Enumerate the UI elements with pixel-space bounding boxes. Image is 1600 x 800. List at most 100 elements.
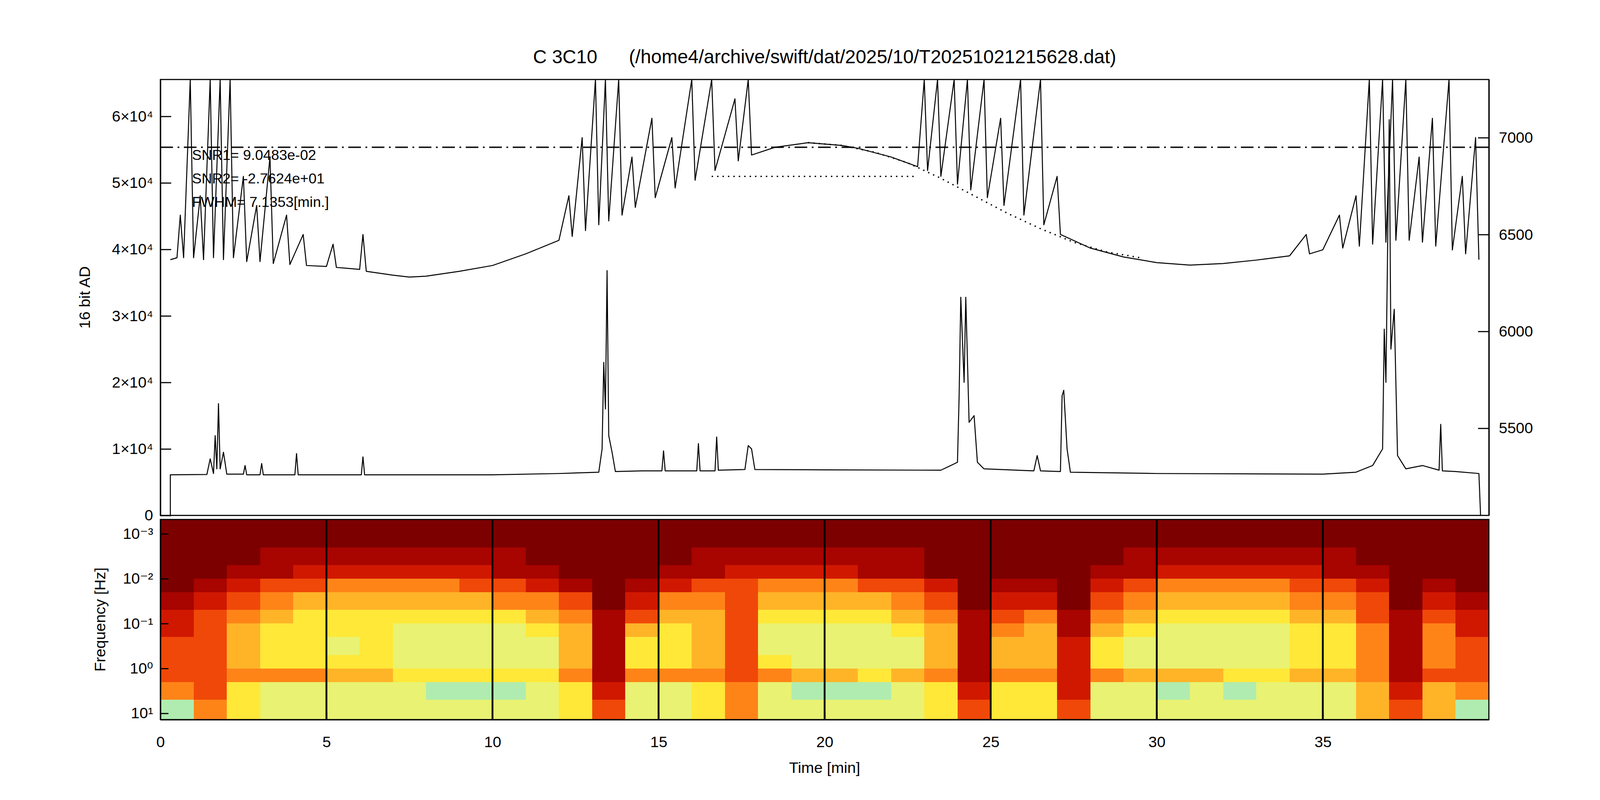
heatmap-cell (260, 533, 294, 548)
heatmap-cell (160, 547, 194, 566)
heatmap-cell (1256, 578, 1290, 593)
heatmap-cell (392, 578, 427, 593)
heatmap-cell (924, 519, 958, 534)
heatmap-cell (1057, 668, 1091, 683)
heatmap-cell (226, 609, 261, 624)
heatmap-cell (293, 682, 327, 701)
heatmap-cell (1024, 636, 1058, 655)
y2-axis-tick-label: 5500 (1498, 419, 1534, 437)
heatmap-cell (260, 592, 294, 611)
heatmap-cell (1090, 609, 1124, 624)
heatmap-cell (459, 636, 493, 655)
heatmap-cell (857, 668, 892, 683)
heatmap-cell (1189, 609, 1224, 624)
heatmap-cell (725, 578, 759, 593)
heatmap-cell (525, 547, 560, 566)
heatmap-cell (990, 699, 1025, 720)
heatmap-cell (392, 654, 427, 670)
heatmap-cell (425, 623, 460, 638)
heatmap-cell (824, 654, 859, 670)
heatmap-cell (160, 533, 194, 548)
heatmap-cell (990, 578, 1025, 593)
plot-area (160, 519, 1489, 720)
heatmap-cell (558, 592, 593, 611)
x-axis-tick: 35 (1314, 712, 1332, 751)
heatmap-cell (459, 609, 493, 624)
heatmap-cell (260, 623, 294, 638)
heatmap-cell (691, 592, 726, 611)
heatmap-cell (691, 654, 726, 670)
heatmap-cell (625, 654, 659, 670)
heatmap-cell (824, 623, 859, 638)
heatmap-cell (425, 699, 460, 720)
heatmap-cell (1455, 565, 1489, 580)
heatmap-cell (658, 636, 693, 655)
heatmap-cell (1422, 654, 1456, 670)
heatmap-cell (658, 654, 693, 670)
heatmap-cell (757, 592, 792, 611)
heatmap-cell (824, 699, 859, 720)
heatmap-cell (392, 668, 427, 683)
heatmap-cell (1455, 623, 1489, 638)
heatmap-cell (558, 668, 593, 683)
heatmap-cell (293, 578, 327, 593)
y-axis-tick-label: 0 (144, 506, 154, 524)
heatmap-cell (193, 668, 228, 683)
heatmap-cell (990, 668, 1025, 683)
heatmap-cell (525, 623, 560, 638)
heatmap-cell (492, 533, 526, 548)
heatmap-cell (525, 578, 560, 593)
heatmap-cell (924, 547, 958, 566)
heatmap-cell (326, 623, 361, 638)
heatmap-cell (824, 682, 859, 701)
heatmap-cell (160, 519, 194, 534)
heatmap-cell (1123, 578, 1157, 593)
heatmap-cell (824, 636, 859, 655)
heatmap-cell (1356, 654, 1390, 670)
heatmap-cell (857, 623, 892, 638)
heatmap-cell (1223, 578, 1257, 593)
heatmap-cell (1223, 699, 1257, 720)
heatmap-cell (924, 578, 958, 593)
heatmap-cell (1256, 547, 1290, 566)
chart-title: C 3C10 (/home4/archive/swift/dat/2025/10… (533, 46, 1117, 68)
heatmap-cell (1455, 578, 1489, 593)
heatmap-cell (824, 609, 859, 624)
heatmap-cell (691, 533, 726, 548)
heatmap-cell (1256, 519, 1290, 534)
heatmap-cell (326, 565, 361, 580)
y2-axis-tick-mark (1478, 137, 1489, 139)
heatmap-cell (691, 547, 726, 566)
heatmap-cell (492, 547, 526, 566)
heatmap-cell (1422, 668, 1456, 683)
heatmap-cell (725, 609, 759, 624)
heatmap-cell (326, 609, 361, 624)
y-axis: 01×10⁴2×10⁴3×10⁴4×10⁴5×10⁴6×10⁴ (112, 79, 172, 524)
heatmap-cell (691, 699, 726, 720)
y-axis-tick-mark (160, 315, 172, 318)
heatmap-cell (1024, 654, 1058, 670)
heatmap-cell (1090, 699, 1124, 720)
heatmap-cell (1356, 699, 1390, 720)
heatmap-cell (857, 533, 892, 548)
heatmap-cell (791, 578, 825, 593)
heatmap-cell (1156, 668, 1191, 683)
y-axis-tick-label: 10⁻² (122, 569, 154, 587)
heatmap-cell (1189, 699, 1224, 720)
heatmap-cell (990, 533, 1025, 548)
heatmap-cell (558, 578, 593, 593)
heatmap-cell (1256, 668, 1290, 683)
x-axis-tick-mark (1322, 712, 1324, 720)
heatmap-cell (459, 668, 493, 683)
heatmap-cell (260, 609, 294, 624)
x-axis-tick: 20 (816, 712, 834, 751)
y2-axis: 5500600065007000 (1478, 79, 1534, 516)
y-axis-tick-label: 5×10⁴ (112, 173, 154, 192)
heatmap-cell (592, 533, 626, 548)
y-axis-title: 16 bit AD (75, 266, 94, 329)
heatmap-cell (1156, 578, 1191, 593)
y-axis-tick-label: 10⁻³ (122, 524, 154, 543)
heatmap-cell (260, 682, 294, 701)
heatmap-cell (1189, 519, 1224, 534)
heatmap-cell (791, 682, 825, 701)
